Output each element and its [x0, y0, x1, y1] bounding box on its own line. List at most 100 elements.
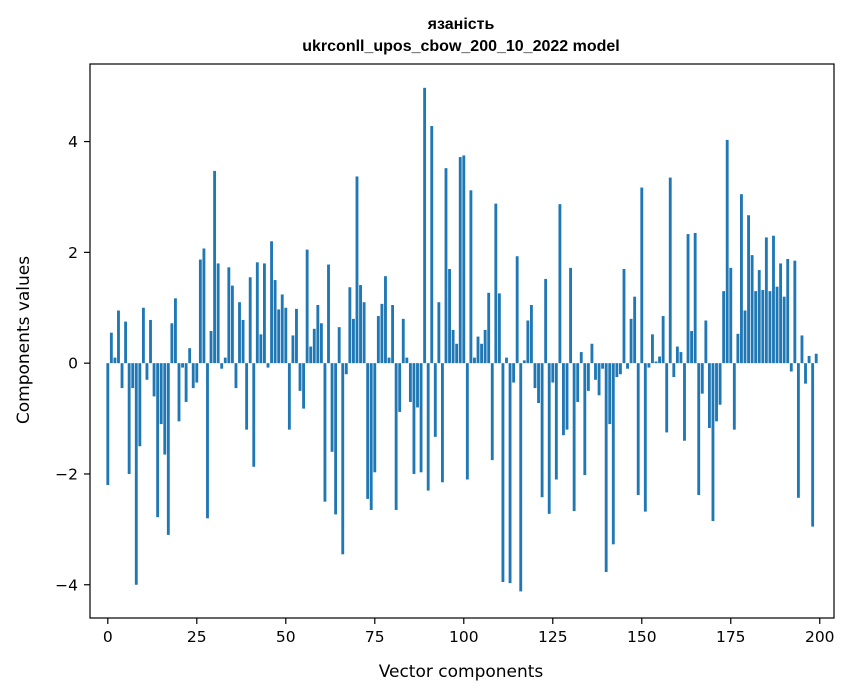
bar-130	[569, 267, 572, 364]
bar-23	[188, 348, 192, 364]
bar-147	[629, 318, 633, 364]
bar-174	[725, 139, 729, 364]
bar-89	[423, 87, 427, 364]
bar-98	[455, 343, 459, 364]
bar-97	[451, 329, 455, 364]
bar-70	[355, 176, 359, 364]
bar-134	[583, 363, 587, 476]
bar-105	[480, 343, 484, 364]
bar-83	[401, 318, 405, 364]
y-tick-label: 0	[68, 355, 78, 373]
bar-106	[483, 329, 487, 364]
x-axis-label: Vector components	[379, 662, 544, 682]
bar-110	[497, 293, 501, 364]
bar-46	[270, 241, 273, 364]
bar-18	[170, 323, 174, 364]
bar-53	[295, 308, 298, 364]
bar-132	[576, 363, 580, 402]
y-tick-label: −2	[55, 465, 78, 483]
bar-73	[366, 363, 370, 499]
bar-111	[501, 363, 505, 582]
bar-19	[174, 298, 177, 364]
bar-100	[462, 155, 466, 364]
bar-7	[131, 363, 135, 389]
y-tick-label: −4	[55, 576, 78, 594]
bar-93	[437, 302, 441, 364]
bar-65	[337, 327, 341, 364]
bar-142	[611, 363, 615, 545]
bar-64	[334, 363, 338, 515]
bar-118	[526, 320, 530, 364]
bar-33	[223, 357, 227, 364]
bar-112	[505, 357, 508, 364]
bar-182	[754, 291, 758, 364]
bars-group	[106, 87, 818, 592]
bar-171	[715, 363, 718, 422]
bar-12	[149, 319, 152, 364]
bar-54	[298, 363, 302, 391]
bar-180	[747, 215, 750, 364]
x-tick-label: 75	[365, 628, 385, 646]
bar-45	[266, 363, 270, 368]
bar-77	[380, 303, 384, 364]
bar-166	[697, 363, 701, 496]
y-tick-label: 4	[68, 133, 78, 151]
bar-122	[540, 363, 544, 498]
bar-167	[700, 363, 704, 394]
bar-155	[658, 356, 661, 364]
bar-37	[238, 302, 241, 364]
bar-104	[476, 336, 480, 364]
bar-179	[743, 310, 747, 364]
y-axis-label: Components values	[14, 256, 34, 424]
bar-101	[465, 363, 469, 480]
bar-32	[220, 363, 224, 369]
bar-60	[319, 323, 323, 364]
bar-52	[291, 335, 295, 364]
bar-82	[398, 363, 402, 412]
bar-190	[782, 296, 786, 364]
bar-90	[426, 363, 430, 491]
bar-27	[202, 248, 206, 364]
bar-149	[636, 363, 640, 496]
bar-81	[394, 363, 398, 510]
bar-91	[430, 126, 434, 364]
bar-156	[661, 316, 665, 364]
bar-187	[772, 235, 775, 364]
bar-152	[647, 363, 651, 368]
bar-29	[209, 331, 213, 364]
bar-62	[327, 264, 330, 364]
bar-129	[565, 363, 569, 430]
bar-195	[800, 335, 804, 364]
bar-0	[106, 363, 110, 486]
bar-113	[508, 363, 512, 584]
bar-181	[750, 255, 754, 364]
bar-36	[234, 363, 238, 389]
bar-55	[302, 363, 306, 409]
bar-151	[643, 363, 647, 512]
bar-69	[352, 318, 355, 364]
bar-43	[259, 334, 263, 364]
bar-67	[344, 363, 348, 375]
bar-188	[775, 286, 779, 364]
bar-79	[387, 357, 391, 364]
bar-5	[124, 321, 128, 364]
chart-subtitle: ukrconll_upos_cbow_200_10_2022 model	[302, 38, 619, 55]
bar-6	[127, 363, 131, 474]
bar-44	[263, 263, 266, 364]
x-tick-label: 50	[276, 628, 296, 646]
bar-168	[704, 320, 708, 364]
y-axis-ticks: −4 −2 0 2 4	[55, 133, 90, 594]
bar-58	[312, 328, 316, 364]
bar-138	[597, 363, 601, 396]
bar-3	[117, 310, 120, 364]
bar-88	[419, 363, 423, 473]
bar-39	[245, 363, 249, 430]
bar-126	[554, 363, 558, 480]
bar-13	[152, 363, 156, 397]
bar-17	[166, 363, 170, 535]
bar-66	[341, 363, 345, 555]
bar-178	[740, 194, 743, 364]
bar-21	[181, 363, 184, 368]
bar-109	[494, 203, 498, 364]
